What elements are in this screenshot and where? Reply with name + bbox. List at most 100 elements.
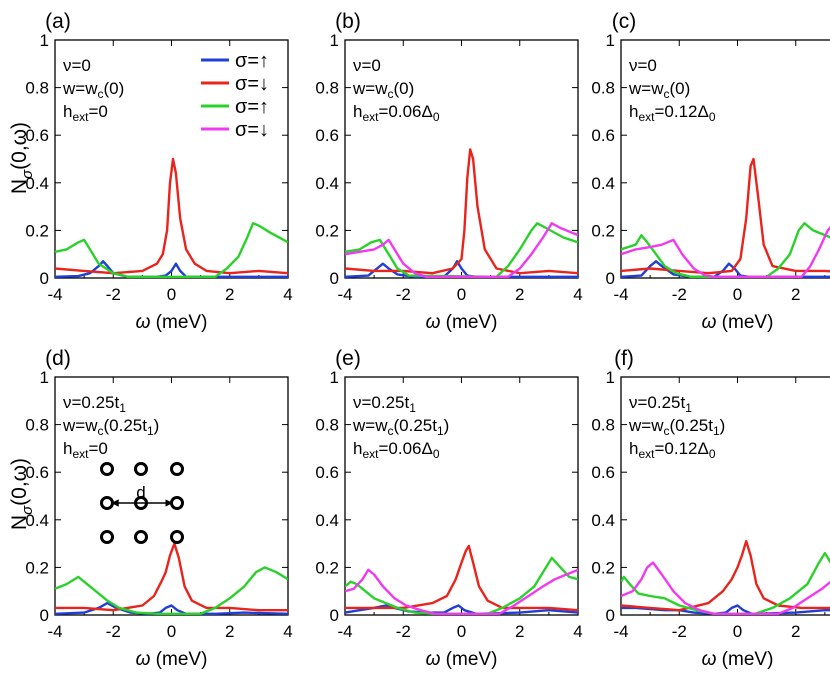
legend-entry: σ=↓	[235, 119, 269, 141]
y-tick-label: 0.8	[591, 79, 615, 98]
y-tick-label: 0.6	[591, 463, 615, 482]
y-tick-label: 0.2	[591, 221, 615, 240]
series-line-red	[621, 540, 830, 612]
y-tick-label: 0.2	[591, 558, 615, 577]
annotation-line: hext=0	[63, 102, 108, 124]
annotation-line: ν=0.25t1	[629, 393, 692, 415]
panel-c-label: (c)	[612, 10, 637, 33]
x-tick-label: -2	[396, 622, 411, 641]
x-tick-label: 0	[733, 622, 742, 641]
y-tick-label: 0.2	[315, 221, 339, 240]
series-line-magenta	[621, 561, 830, 615]
panel-c-frame	[620, 39, 830, 279]
x-tick-label: 4	[283, 285, 292, 304]
y-tick-label: 0.6	[315, 126, 339, 145]
x-axis-label: ω (meV)	[136, 312, 208, 333]
series-line-red	[55, 542, 288, 612]
y-tick-label: 0.4	[25, 174, 49, 193]
panel-a-label: (a)	[45, 10, 71, 33]
y-tick-label: 0	[606, 269, 615, 288]
x-tick-label: 4	[573, 622, 582, 641]
y-tick-label: 0.8	[591, 416, 615, 435]
y-tick-label: 0.6	[315, 463, 339, 482]
lattice-site	[170, 530, 184, 544]
x-tick-label: -4	[613, 622, 628, 641]
annotation-line: ν=0	[629, 56, 657, 75]
lattice-site	[100, 462, 114, 476]
panel-e: -4 -2 0 2 4 0 0.2 0.4 0.6 0.8 1 ω (meV) (e) ν=0.25t1w…	[315, 347, 582, 670]
y-tick-label: 0.4	[591, 174, 615, 193]
legend-entry: σ=↑	[235, 50, 269, 72]
x-tick-label: -4	[337, 285, 352, 304]
x-tick-label: 0	[733, 285, 742, 304]
panel-a: -4 -2 0 2 4 0 0.2 0.4 0.6 0.8 1 ω (meV) (a) ν=0 w=wc(0…	[25, 10, 292, 333]
x-tick-label: -2	[106, 622, 121, 641]
y-tick-label: 0.8	[25, 416, 49, 435]
x-tick-label: -2	[672, 285, 687, 304]
y-tick-label: 1	[40, 31, 49, 50]
x-tick-label: 2	[225, 285, 234, 304]
lattice-site	[134, 530, 148, 544]
lattice-site	[100, 530, 114, 544]
x-tick-label: 2	[225, 622, 234, 641]
x-tick-label: -4	[47, 285, 62, 304]
y-tick-label: 0.2	[25, 558, 49, 577]
y-tick-label: 1	[606, 368, 615, 387]
x-tick-label: 2	[515, 285, 524, 304]
series-line-magenta	[621, 225, 830, 278]
x-tick-label: 4	[283, 622, 292, 641]
annotation-line: w=wc(0.25t1)	[628, 416, 725, 438]
x-tick-label: 0	[457, 285, 466, 304]
legend-entry: σ=↑	[235, 96, 269, 118]
x-tick-label: -4	[613, 285, 628, 304]
annotation-line: w=wc(0)	[628, 79, 690, 101]
annotation-line: hext=0.06Δ0	[353, 102, 440, 124]
y-tick-label: 0.8	[25, 79, 49, 98]
annotation-line: hext=0.06Δ0	[353, 439, 440, 461]
y-tick-label: 1	[40, 368, 49, 387]
annotation-line: ν=0	[353, 56, 381, 75]
series-line-green	[55, 566, 288, 615]
series-line-red	[55, 157, 288, 275]
panel-d: -4 -2 0 2 4 0 0.2 0.4 0.6 0.8 1 ω (meV) (d) ν=0.25t1w…	[25, 347, 292, 670]
y-tick-label: 1	[606, 31, 615, 50]
annotation-line: ν=0.25t1	[63, 393, 126, 415]
y-tick-label: 0	[330, 269, 339, 288]
y-tick-label: 0.4	[315, 511, 339, 530]
x-tick-label: 4	[573, 285, 582, 304]
y-tick-label: 0.4	[315, 174, 339, 193]
panel-f-label: (f)	[614, 347, 634, 370]
series-line-red	[621, 157, 830, 275]
x-tick-label: -2	[396, 285, 411, 304]
lattice-site	[100, 496, 114, 510]
x-tick-label: 0	[167, 285, 176, 304]
x-axis-label: ω (meV)	[702, 312, 774, 333]
y-tick-label: 1	[330, 368, 339, 387]
lattice-site	[134, 462, 148, 476]
panel-d-label: (d)	[45, 347, 71, 370]
annotation-line: hext=0	[63, 439, 108, 461]
x-tick-label: -2	[106, 285, 121, 304]
x-axis-label: ω (meV)	[426, 312, 498, 333]
x-axis-label: ω (meV)	[702, 649, 774, 670]
y-tick-label: 0.6	[25, 126, 49, 145]
annotation-line: ν=0	[63, 56, 91, 75]
x-axis-label: ω (meV)	[136, 649, 208, 670]
series-line-magenta	[345, 568, 578, 615]
y-axis-label-bottom: Nσ(0,ω)	[8, 458, 36, 530]
lattice-site	[170, 496, 184, 510]
panel-e-label: (e)	[335, 347, 361, 370]
series-line-magenta	[345, 222, 578, 278]
x-tick-label: -2	[672, 622, 687, 641]
annotation-line: hext=0.12Δ0	[629, 439, 716, 461]
y-tick-label: 0.8	[315, 416, 339, 435]
y-tick-label: 0	[330, 606, 339, 625]
panel-b: -4 -2 0 2 4 0 0.2 0.4 0.6 0.8 1 ω (meV) (b) ν=0 w=wc(0…	[315, 10, 582, 333]
annotation-line: w=wc(0)	[352, 79, 414, 101]
annotation-line: w=wc(0.25t1)	[62, 416, 159, 438]
series-line-green	[55, 222, 288, 278]
x-tick-label: 2	[515, 622, 524, 641]
y-tick-label: 0.2	[25, 221, 49, 240]
